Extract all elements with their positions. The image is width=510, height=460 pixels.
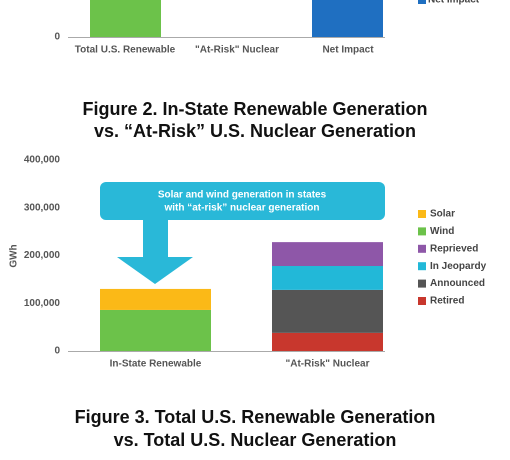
x-tick-label: In-State Renewable: [110, 359, 202, 370]
y-tick-label: 100,000: [24, 298, 61, 309]
figure-title: vs. Total U.S. Nuclear Generation: [114, 430, 397, 450]
y-tick-label: 300,000: [24, 202, 61, 213]
legend-swatch: [418, 297, 426, 305]
bar-segment: [272, 242, 383, 267]
x-tick-label: "At-Risk" Nuclear: [286, 359, 370, 370]
y-tick-label: 0: [54, 32, 60, 43]
x-tick-label: Net Impact: [322, 45, 374, 56]
x-tick-label: Total U.S. Renewable: [75, 45, 176, 56]
figure-title: Figure 2. In-State Renewable Generation: [82, 99, 427, 119]
y-tick-label: 0: [54, 346, 60, 357]
y-axis-label: GWh: [9, 244, 20, 267]
annotation: Solar and wind generation in states: [158, 190, 327, 201]
callout-box: [100, 182, 385, 220]
y-tick-label: 200,000: [24, 250, 61, 261]
legend-label: Retired: [430, 296, 464, 307]
callout-arrow: [117, 219, 193, 284]
y-tick-label: 400,000: [24, 155, 61, 166]
bar-segment: [272, 289, 383, 333]
legend-swatch: [418, 227, 426, 236]
legend-label: Wind: [430, 226, 454, 237]
legend-swatch: [418, 244, 426, 253]
bar-segment: [100, 288, 211, 310]
annotation: with “at-risk” nuclear generation: [163, 203, 319, 214]
legend-label: Announced: [430, 278, 485, 289]
x-tick-label: "At-Risk" Nuclear: [195, 45, 279, 56]
clipped-bar: [90, 0, 161, 37]
legend-swatch: [418, 210, 426, 218]
bar-segment: [272, 332, 383, 351]
legend-label: In Jeopardy: [430, 261, 487, 272]
legend-label: Reprieved: [430, 243, 478, 254]
legend-swatch: [418, 0, 426, 4]
clipped-bar: [312, 0, 383, 37]
legend-swatch: [418, 262, 426, 271]
bar-segment: [272, 266, 383, 290]
legend-swatch: [418, 279, 426, 288]
legend-label: Net Impact: [428, 0, 480, 6]
legend-label: Solar: [430, 209, 455, 220]
figure-title: vs. “At-Risk” U.S. Nuclear Generation: [94, 121, 416, 141]
bar-segment: [100, 309, 211, 351]
figure-title: Figure 3. Total U.S. Renewable Generatio…: [75, 407, 436, 427]
